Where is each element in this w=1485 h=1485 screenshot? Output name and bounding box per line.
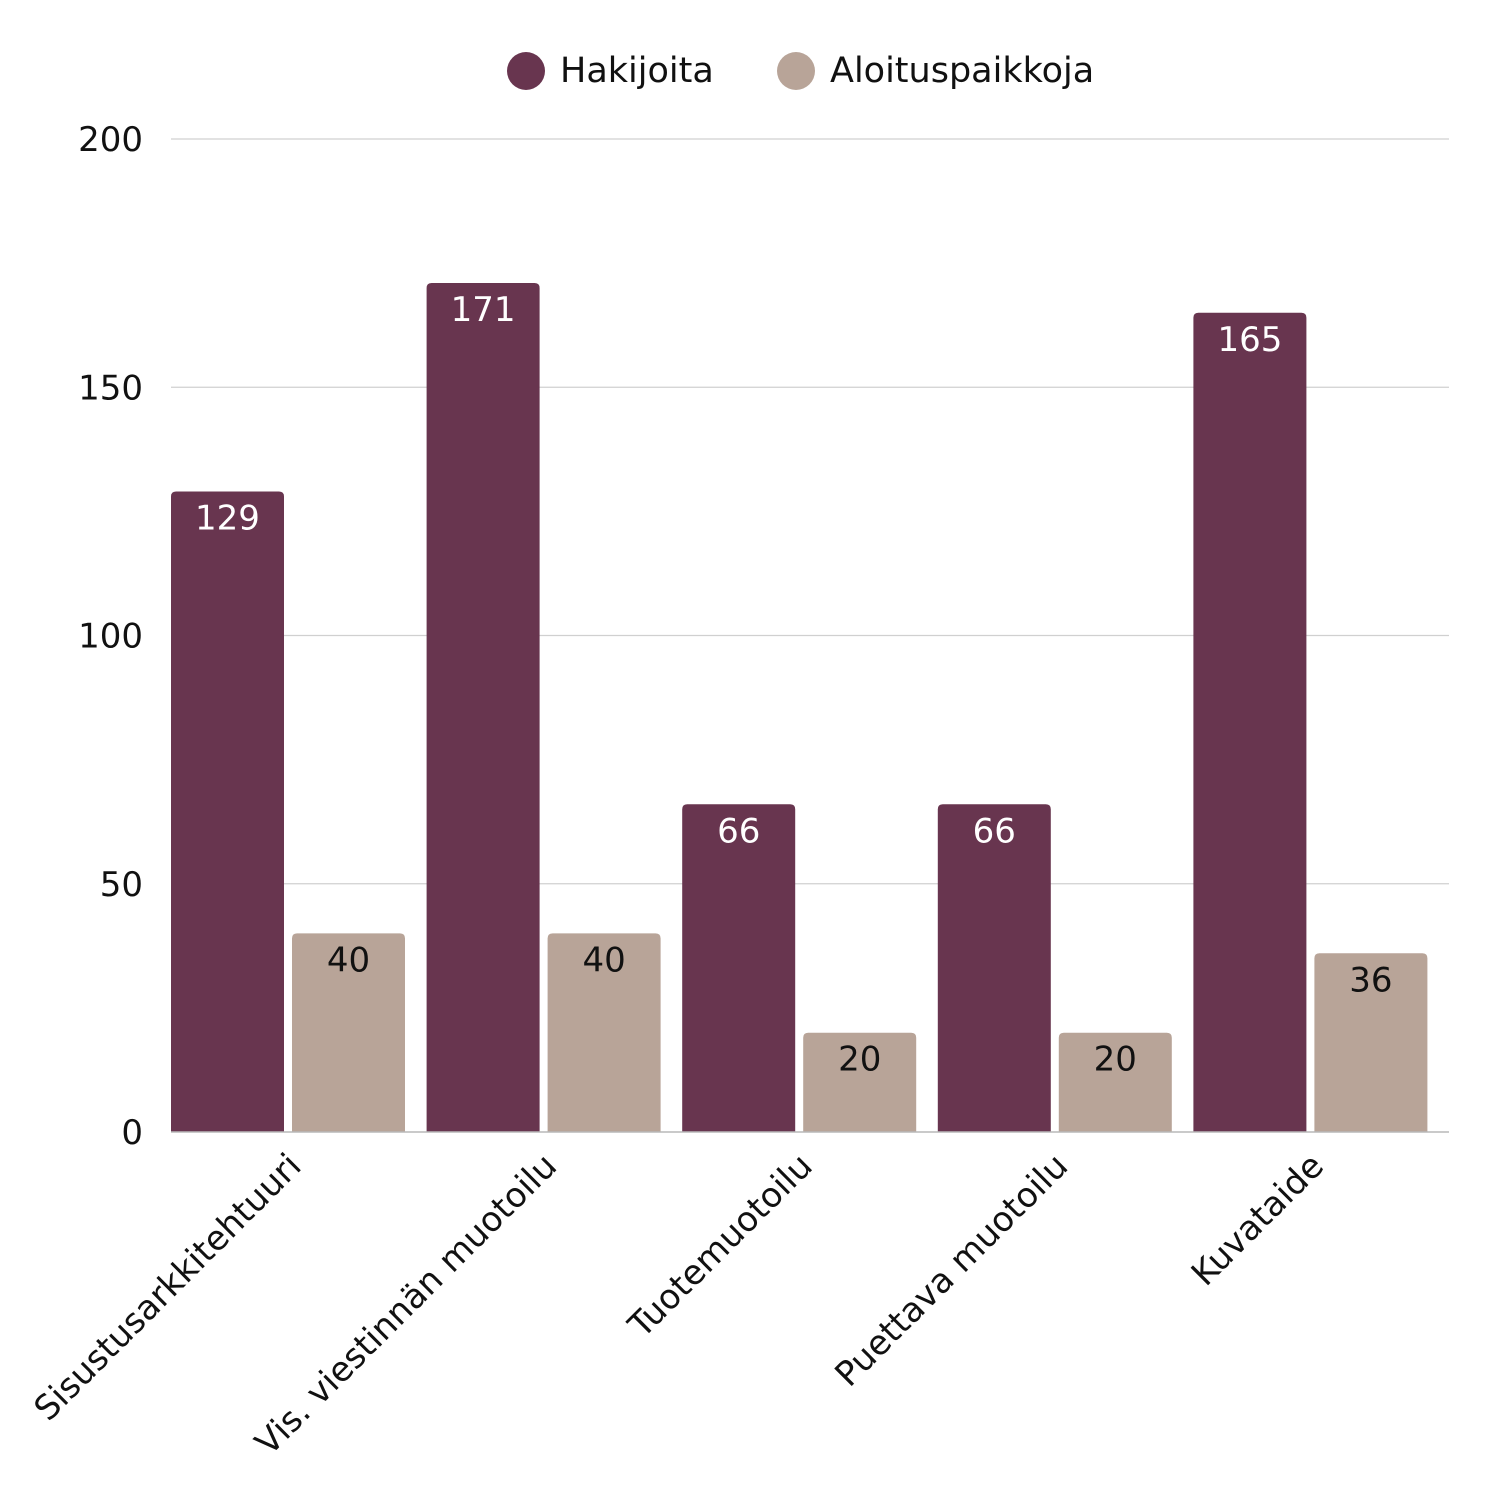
y-tick-label-0: 0 bbox=[121, 1113, 143, 1153]
data-labels: 129 40 171 40 66 20 66 20 165 36 bbox=[195, 290, 1392, 1080]
legend-swatch-aloituspaikkoja bbox=[777, 52, 815, 90]
bar-hakijoita-sisustusarkkitehtuuri bbox=[171, 491, 284, 1132]
x-tick-label-vis-viestinnan-muotoilu: Vis. viestinnän muotoilu bbox=[248, 1146, 565, 1463]
data-label-hakijoita-kuvataide: 165 bbox=[1217, 320, 1282, 360]
data-label-hakijoita-sisustusarkkitehtuuri: 129 bbox=[195, 499, 260, 539]
bar-aloituspaikkoja-sisustusarkkitehtuuri bbox=[292, 933, 405, 1132]
bar-hakijoita-tuotemuotoilu bbox=[682, 804, 796, 1132]
y-axis: 0 50 100 150 200 bbox=[78, 120, 143, 1153]
data-label-hakijoita-tuotemuotoilu: 66 bbox=[717, 811, 760, 851]
x-tick-label-kuvataide: Kuvataide bbox=[1184, 1146, 1332, 1294]
legend: Hakijoita Aloituspaikkoja bbox=[507, 51, 1094, 91]
x-tick-label-sisustusarkkitehtuuri: Sisustusarkkitehtuuri bbox=[27, 1146, 310, 1429]
bars bbox=[171, 282, 1428, 1132]
bar-hakijoita-vis-viestinnan-muotoilu bbox=[426, 282, 540, 1132]
bar-aloituspaikkoja-tuotemuotoilu bbox=[803, 1032, 917, 1132]
y-tick-label-100: 100 bbox=[78, 617, 143, 657]
data-label-aloituspaikkoja-sisustusarkkitehtuuri: 40 bbox=[327, 940, 370, 980]
data-label-aloituspaikkoja-tuotemuotoilu: 20 bbox=[838, 1040, 881, 1080]
bar-aloituspaikkoja-puettava-muotoilu bbox=[1058, 1032, 1172, 1132]
y-tick-label-150: 150 bbox=[78, 368, 143, 408]
x-tick-label-tuotemuotoilu: Tuotemuotoilu bbox=[620, 1146, 820, 1346]
data-label-hakijoita-puettava-muotoilu: 66 bbox=[973, 811, 1016, 851]
data-label-aloituspaikkoja-vis-viestinnan-muotoilu: 40 bbox=[582, 940, 625, 980]
y-tick-label-50: 50 bbox=[100, 865, 143, 905]
bar-hakijoita-puettava-muotoilu bbox=[937, 804, 1051, 1132]
data-label-aloituspaikkoja-puettava-muotoilu: 20 bbox=[1094, 1040, 1137, 1080]
data-label-aloituspaikkoja-kuvataide: 36 bbox=[1349, 960, 1392, 1000]
bar-hakijoita-kuvataide bbox=[1193, 312, 1307, 1132]
bar-aloituspaikkoja-kuvataide bbox=[1314, 953, 1428, 1132]
legend-label-hakijoita: Hakijoita bbox=[560, 51, 714, 91]
y-tick-label-200: 200 bbox=[78, 120, 143, 160]
legend-label-aloituspaikkoja: Aloituspaikkoja bbox=[830, 51, 1094, 91]
data-label-hakijoita-vis-viestinnan-muotoilu: 171 bbox=[451, 290, 516, 330]
bar-aloituspaikkoja-vis-viestinnan-muotoilu bbox=[547, 933, 661, 1132]
legend-swatch-hakijoita bbox=[507, 52, 545, 90]
x-tick-label-puettava-muotoilu: Puettava muotoilu bbox=[827, 1146, 1076, 1395]
